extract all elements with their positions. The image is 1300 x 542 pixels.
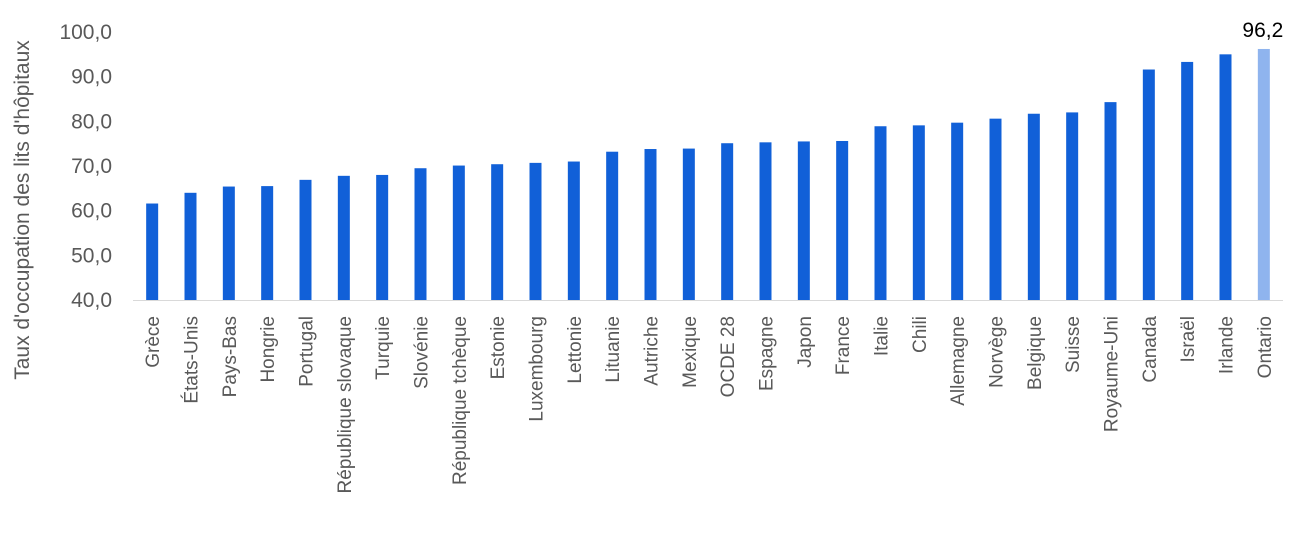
bar xyxy=(376,174,389,300)
bar xyxy=(529,162,542,300)
y-axis: 40,0 50,0 60,0 70,0 80,0 90,0 100,0 xyxy=(59,21,112,312)
x-tick-label: Lituanie xyxy=(603,316,624,383)
x-tick-label: Norvège xyxy=(987,316,1008,388)
bar xyxy=(414,168,427,300)
x-tick-label: Canada xyxy=(1140,316,1161,383)
x-tick-label: Chili xyxy=(910,316,931,353)
x-tick-label: Portugal xyxy=(297,316,318,387)
y-tick-label: 90,0 xyxy=(71,66,112,89)
bar xyxy=(682,148,695,300)
bar xyxy=(721,143,734,300)
x-tick-label: Belgique xyxy=(1025,316,1046,390)
x-axis: Grèce États-Unis Pays-Bas Hongrie Portugal Ré… xyxy=(133,300,1283,493)
bar xyxy=(1142,69,1155,301)
y-tick-label: 40,0 xyxy=(71,289,112,312)
x-tick-label: États-Unis xyxy=(182,316,203,404)
bar xyxy=(874,126,887,300)
x-tick-label: OCDE 28 xyxy=(718,316,739,397)
x-tick-label: France xyxy=(833,316,854,375)
y-axis-title: Taux d'occupation des lits d'hôpitaux xyxy=(11,40,34,380)
x-tick-label: Ontario xyxy=(1255,316,1276,378)
bar xyxy=(989,118,1002,300)
x-tick-label: Allemagne xyxy=(948,316,969,406)
bar xyxy=(567,161,580,300)
x-tick-label: Israël xyxy=(1178,316,1199,362)
bar-series xyxy=(146,48,1270,301)
bar xyxy=(836,140,849,300)
bar xyxy=(759,142,772,300)
bar xyxy=(337,175,350,300)
bar xyxy=(797,141,810,300)
x-tick-label: Slovénie xyxy=(412,316,433,389)
data-label: 96,2 xyxy=(1242,19,1283,42)
bar xyxy=(299,179,312,300)
bar xyxy=(184,192,197,300)
x-tick-label: Irlande xyxy=(1217,316,1238,374)
y-tick-label: 70,0 xyxy=(71,155,112,178)
bar xyxy=(491,164,504,300)
bar xyxy=(1104,102,1117,300)
x-tick-label: Estonie xyxy=(488,316,509,379)
x-tick-label: Italie xyxy=(872,316,893,356)
x-tick-label: Mexique xyxy=(680,316,701,388)
y-tick-label: 50,0 xyxy=(71,244,112,267)
x-tick-label: Lettonie xyxy=(565,316,586,384)
x-tick-label: République tchèque xyxy=(450,316,471,485)
x-tick-label: Luxembourg xyxy=(527,316,548,422)
x-tick-label: Pays-Bas xyxy=(220,316,241,397)
bar xyxy=(1066,112,1079,301)
bar xyxy=(951,122,964,300)
bar xyxy=(452,165,465,300)
bar xyxy=(222,186,235,300)
y-tick-label: 80,0 xyxy=(71,110,112,133)
x-tick-label: Suisse xyxy=(1063,316,1084,373)
y-tick-label: 60,0 xyxy=(71,200,112,223)
data-labels: 96,2 xyxy=(1242,19,1283,42)
bar xyxy=(606,151,619,300)
bar xyxy=(146,203,159,300)
x-tick-label: République slovaque xyxy=(335,316,356,493)
bar xyxy=(644,149,657,300)
x-tick-label: Espagne xyxy=(757,316,778,391)
x-tick-label: Royaume-Uni xyxy=(1102,316,1123,432)
bar xyxy=(1219,54,1232,301)
bar xyxy=(912,125,925,300)
bar xyxy=(1257,48,1270,301)
bar xyxy=(1181,61,1194,300)
x-tick-label: Grèce xyxy=(143,316,164,368)
x-tick-label: Hongrie xyxy=(258,316,279,383)
x-tick-label: Autriche xyxy=(642,316,663,386)
bar xyxy=(1027,113,1040,301)
bar xyxy=(261,186,274,300)
y-tick-label: 100,0 xyxy=(59,21,112,44)
x-tick-label: Japon xyxy=(795,316,816,368)
x-tick-label: Turquie xyxy=(373,316,394,380)
